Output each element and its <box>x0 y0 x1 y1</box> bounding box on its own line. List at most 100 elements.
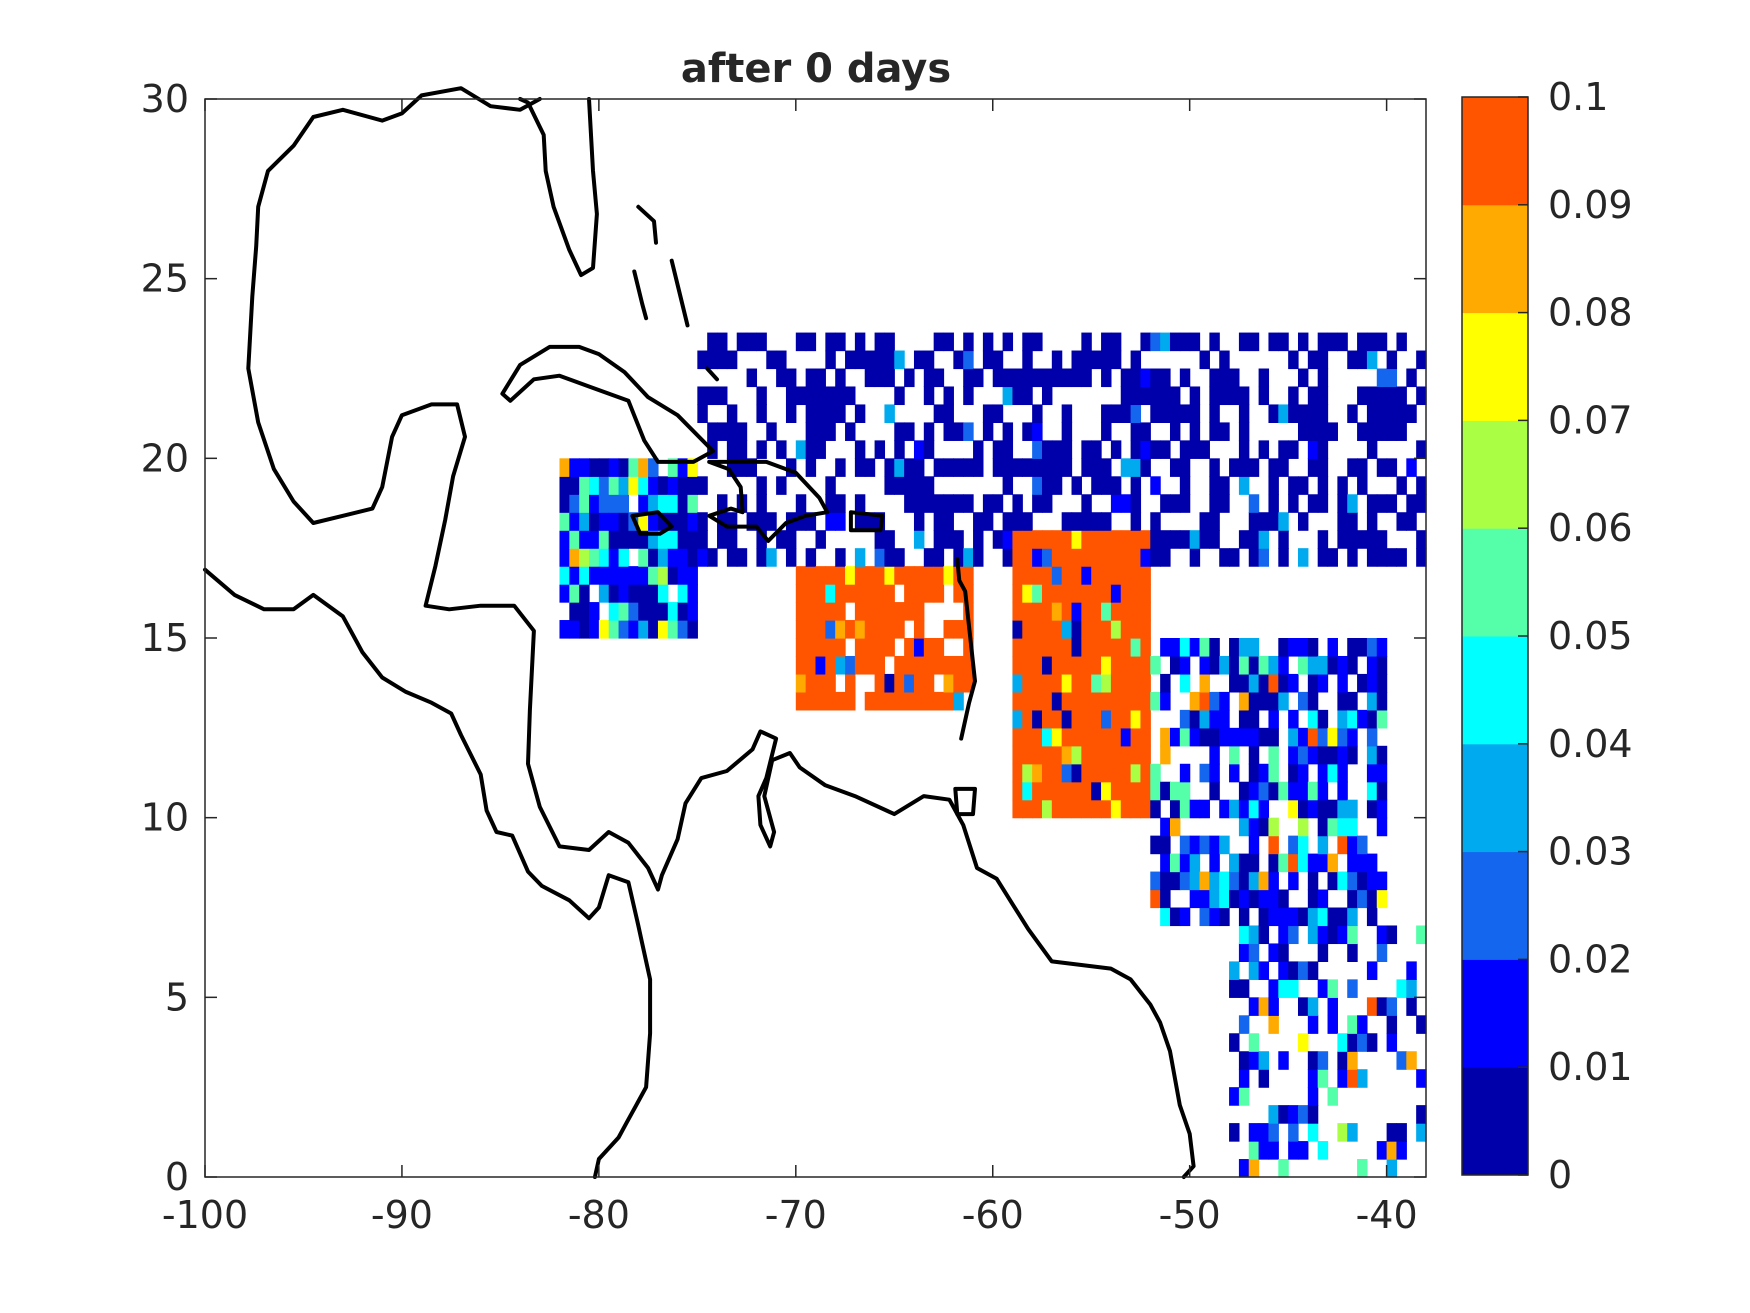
heatmap-cell <box>687 584 698 603</box>
heatmap-cell <box>766 512 777 531</box>
y-tick-label: 30 <box>141 77 189 121</box>
heatmap-cell <box>1219 889 1230 909</box>
heatmap-cell <box>1061 548 1073 567</box>
heatmap-cell <box>1032 638 1043 657</box>
heatmap-cell <box>894 476 905 495</box>
heatmap-cell <box>1347 548 1358 567</box>
heatmap-cell <box>618 548 630 567</box>
heatmap-cell <box>1189 404 1201 423</box>
heatmap-cell <box>717 350 728 370</box>
heatmap-cell <box>1179 781 1191 801</box>
heatmap-cell <box>825 691 836 711</box>
heatmap-cell <box>795 440 807 459</box>
colorbar-swatch <box>1462 959 1528 1068</box>
heatmap-cell <box>697 530 708 549</box>
heatmap-cell <box>1248 925 1260 945</box>
heatmap-cell <box>1012 566 1023 585</box>
heatmap-cell <box>1288 440 1299 459</box>
heatmap-cell <box>1238 1069 1250 1088</box>
heatmap-cell <box>1160 386 1171 406</box>
heatmap-cell <box>1268 655 1279 675</box>
heatmap-cell <box>1120 404 1132 423</box>
heatmap-cell <box>1150 781 1161 801</box>
heatmap-cell <box>1110 673 1122 693</box>
heatmap-cell <box>1268 673 1279 693</box>
heatmap-cell <box>1012 709 1023 729</box>
heatmap-cell <box>904 673 915 693</box>
heatmap-cell <box>1140 332 1151 352</box>
heatmap-cell <box>589 476 600 495</box>
heatmap-cell <box>1032 440 1043 459</box>
heatmap-cell <box>1396 1141 1407 1160</box>
heatmap-cell <box>1160 440 1171 459</box>
heatmap-cell <box>1317 745 1329 765</box>
heatmap-cell <box>785 458 797 477</box>
heatmap-cell <box>1022 566 1033 585</box>
heatmap-cell <box>1041 494 1053 513</box>
heatmap-cell <box>1297 799 1309 819</box>
heatmap-cell <box>1189 386 1201 406</box>
heatmap-cell <box>1219 835 1230 855</box>
heatmap-cell <box>1179 673 1191 693</box>
heatmap-cell <box>1366 907 1378 927</box>
heatmap-cell <box>1278 332 1289 352</box>
heatmap-cell <box>1022 602 1033 621</box>
heatmap-cell <box>894 350 905 370</box>
heatmap-cell <box>1071 655 1082 675</box>
heatmap-cell <box>1110 332 1122 352</box>
heatmap-cell <box>805 691 817 711</box>
heatmap-cell <box>904 458 915 477</box>
heatmap-cell <box>884 638 895 657</box>
heatmap-cell <box>697 386 708 406</box>
heatmap-cell <box>992 350 1004 370</box>
heatmap-cell <box>1160 368 1171 388</box>
heatmap-cell <box>1061 440 1073 459</box>
heatmap-cell <box>1219 907 1230 927</box>
heatmap-cell <box>854 404 866 423</box>
heatmap-cell <box>569 620 580 639</box>
heatmap-cell <box>1347 655 1358 675</box>
heatmap-cell <box>638 458 649 477</box>
heatmap-cell <box>874 620 886 639</box>
heatmap-cell <box>628 476 639 495</box>
heatmap-cell <box>1229 458 1240 477</box>
heatmap-cell <box>1061 673 1073 693</box>
heatmap-cell <box>805 620 817 639</box>
heatmap-cell <box>963 638 974 657</box>
heatmap-cell <box>1012 691 1023 711</box>
heatmap-cell <box>1268 835 1279 855</box>
heatmap-cell <box>1209 530 1220 549</box>
heatmap-cell <box>1278 943 1289 962</box>
heatmap-cell <box>1120 494 1132 513</box>
heatmap-cell <box>1160 835 1171 855</box>
heatmap-cell <box>1238 440 1250 459</box>
heatmap-cell <box>1386 548 1398 567</box>
heatmap-cell <box>1288 727 1299 747</box>
heatmap-cell <box>785 530 797 549</box>
heatmap-cell <box>638 476 649 495</box>
heatmap-cell <box>569 566 580 585</box>
heatmap-cell <box>1376 404 1388 423</box>
heatmap-cell <box>1120 655 1132 675</box>
heatmap-cell <box>717 494 728 513</box>
heatmap-cell <box>1199 350 1210 370</box>
heatmap-cell <box>1366 709 1378 729</box>
colorbar-swatch <box>1462 97 1528 206</box>
heatmap-cell <box>864 584 876 603</box>
heatmap-cell <box>1317 727 1329 747</box>
heatmap-cell <box>1248 1159 1260 1178</box>
heatmap-cell <box>1297 638 1309 657</box>
heatmap-cell <box>1081 566 1092 585</box>
heatmap-cell <box>805 404 817 423</box>
heatmap-cell <box>904 638 915 657</box>
heatmap-cell <box>1347 853 1358 873</box>
heatmap-cell <box>904 368 915 388</box>
heatmap-cell <box>1229 799 1240 819</box>
heatmap-cell <box>1238 458 1250 477</box>
heatmap-cell <box>1101 368 1112 388</box>
heatmap-cell <box>953 530 964 549</box>
heatmap-cell <box>1101 404 1112 423</box>
heatmap-cell <box>1219 494 1230 513</box>
heatmap-cell <box>1179 835 1191 855</box>
heatmap-cell <box>1209 763 1220 783</box>
